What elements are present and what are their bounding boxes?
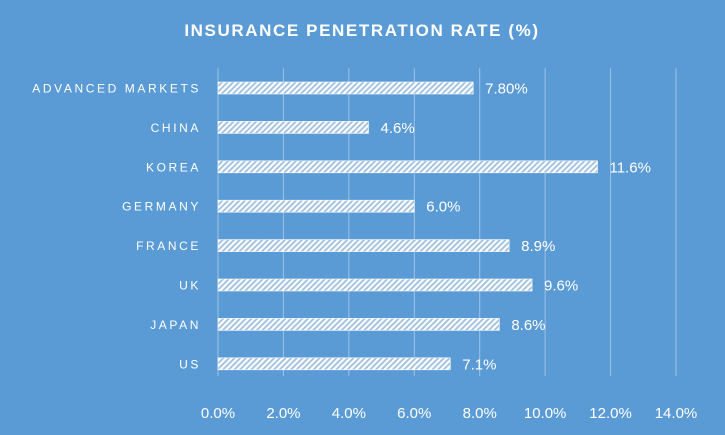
data-label: 7.1% bbox=[462, 356, 496, 373]
data-labels: 7.80% 4.6% 11.6% 6.0% 8.9% 9.6% 8.6% 7.1% bbox=[380, 81, 650, 374]
x-tick-label: 6.0% bbox=[397, 405, 431, 422]
category-label: CHINA bbox=[151, 121, 201, 135]
data-label: 8.6% bbox=[511, 317, 545, 334]
category-label: FRANCE bbox=[136, 239, 201, 253]
category-label: KOREA bbox=[146, 160, 201, 174]
gridlines bbox=[217, 68, 677, 376]
bar bbox=[217, 160, 598, 174]
category-labels: ADVANCED MARKETS CHINA KOREA GERMANY FRANCE U… bbox=[32, 82, 201, 372]
x-tick-label: 8.0% bbox=[463, 405, 497, 422]
bar bbox=[217, 239, 510, 252]
x-tick-label: 0.0% bbox=[201, 405, 235, 422]
bar bbox=[217, 318, 500, 331]
chart-title: INSURANCE PENETRATION RATE (%) bbox=[184, 21, 539, 40]
data-label: 11.6% bbox=[609, 159, 650, 176]
bars bbox=[217, 81, 598, 371]
data-label: 4.6% bbox=[380, 120, 414, 137]
data-label: 7.80% bbox=[485, 81, 528, 98]
category-label: UK bbox=[179, 279, 201, 293]
data-label: 9.6% bbox=[544, 278, 578, 295]
category-label: US bbox=[179, 357, 201, 371]
bar bbox=[217, 357, 451, 371]
x-tick-label: 2.0% bbox=[266, 405, 300, 422]
category-label: GERMANY bbox=[122, 200, 201, 214]
x-tick-label: 12.0% bbox=[589, 405, 632, 422]
data-label: 6.0% bbox=[426, 199, 460, 216]
bar bbox=[217, 121, 369, 134]
bar bbox=[217, 81, 474, 95]
x-tick-label: 14.0% bbox=[655, 405, 698, 422]
data-label: 8.9% bbox=[521, 238, 555, 255]
x-axis-tick-labels: 0.0% 2.0% 4.0% 6.0% 8.0% 10.0% 12.0% 14.0% bbox=[201, 405, 697, 422]
bar bbox=[217, 278, 533, 292]
bar bbox=[217, 199, 415, 213]
x-tick-label: 4.0% bbox=[332, 405, 366, 422]
x-tick-label: 10.0% bbox=[524, 405, 567, 422]
category-label: JAPAN bbox=[150, 318, 201, 332]
category-label: ADVANCED MARKETS bbox=[32, 82, 201, 96]
